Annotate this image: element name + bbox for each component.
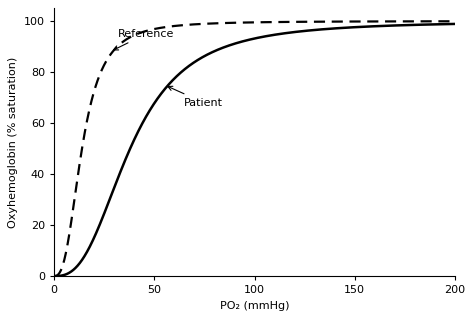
X-axis label: PO₂ (mmHg): PO₂ (mmHg) [220, 301, 289, 311]
Text: Patient: Patient [168, 86, 223, 108]
Y-axis label: Oxyhemoglobin (% saturation): Oxyhemoglobin (% saturation) [9, 56, 18, 228]
Text: Reference: Reference [114, 29, 174, 50]
